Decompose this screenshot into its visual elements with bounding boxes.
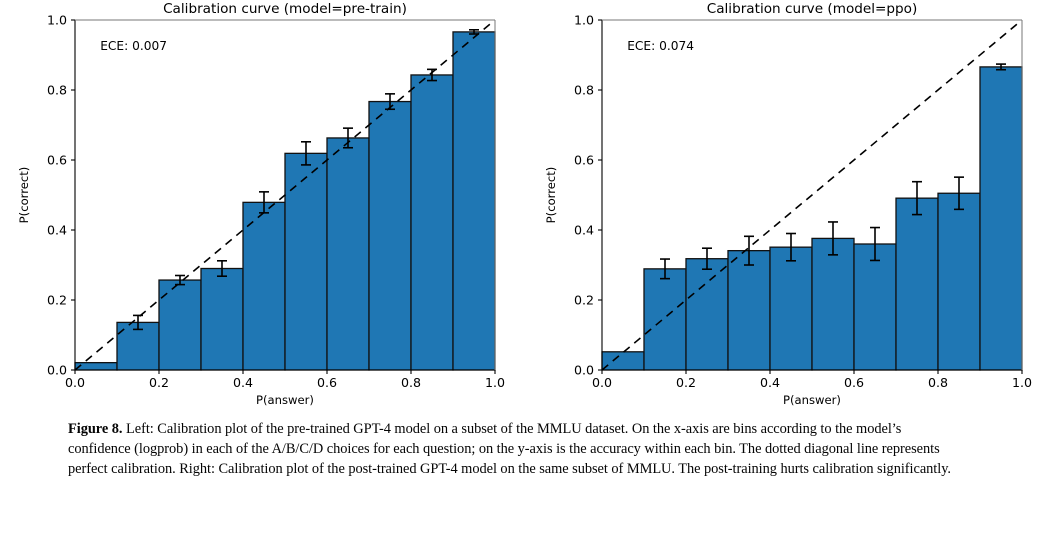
x-tick-label: 1.0 — [485, 375, 505, 390]
error-bar — [259, 191, 269, 214]
x-tick-label: 0.6 — [317, 375, 337, 390]
error-bar — [912, 180, 922, 216]
error-bar — [469, 28, 479, 35]
axes-spines — [74, 19, 496, 371]
y-tick-label: 0.2 — [574, 292, 594, 307]
y-axis-label: P(correct) — [544, 167, 558, 224]
y-tick-label: 0.0 — [47, 362, 67, 377]
bar — [242, 201, 286, 371]
y-tick-label: 0.4 — [47, 222, 67, 237]
calibration-chart-ppo: 0.0 0.2 0.4 0.6 0.8 1.0 0.0 0.2 0.4 0.6 0.8 1.0 P(an… — [544, 1, 1032, 407]
ece-text: ECE: 0.074 — [627, 39, 694, 53]
x-axis-ticks: 0.0 0.2 0.4 0.6 0.8 1.0 — [592, 370, 1032, 390]
bar — [727, 249, 771, 371]
error-bar — [133, 314, 143, 331]
x-tick-label: 0.8 — [401, 375, 421, 390]
axes-spines — [601, 19, 1023, 371]
figure-caption-text: Left: Calibration plot of the pre-traine… — [68, 421, 951, 478]
error-bar — [870, 226, 880, 262]
y-tick-label: 0.0 — [574, 362, 594, 377]
bar — [895, 197, 939, 371]
error-bars-group — [660, 63, 1006, 280]
y-tick-label: 0.4 — [574, 222, 594, 237]
error-bar — [385, 93, 395, 111]
bar — [74, 361, 118, 371]
figure-caption: Figure 8. Left: Calibration plot of the … — [68, 419, 954, 480]
bar — [937, 192, 981, 371]
ece-text: ECE: 0.007 — [100, 39, 167, 53]
bar — [368, 100, 412, 371]
chart-title: Calibration curve (model=pre-train) — [163, 1, 407, 17]
chart-panel-ppo: 0.0 0.2 0.4 0.6 0.8 1.0 0.0 0.2 0.4 0.6 0.8 1.0 P(an… — [527, 0, 1054, 410]
bar — [200, 267, 244, 371]
bar — [158, 279, 202, 371]
figure-plots-row: 0.0 0.2 0.4 0.6 0.8 1.0 0.0 0.2 0.4 0.6 0.8 1.0 P(an… — [0, 0, 1054, 410]
x-tick-label: 0.2 — [149, 375, 169, 390]
x-tick-label: 0.6 — [844, 375, 864, 390]
error-bar — [954, 176, 964, 211]
error-bar — [343, 127, 353, 149]
bar — [452, 31, 496, 371]
x-axis-label: P(answer) — [783, 393, 841, 407]
error-bar — [660, 258, 670, 280]
perfect-calibration-diagonal — [74, 19, 496, 371]
y-tick-label: 1.0 — [47, 12, 67, 27]
y-axis-ticks: 0.0 0.2 0.4 0.6 0.8 1.0 — [574, 12, 602, 377]
x-tick-label: 0.8 — [928, 375, 948, 390]
bar — [811, 237, 855, 371]
y-tick-label: 0.8 — [47, 82, 67, 97]
bar — [979, 66, 1023, 371]
perfect-calibration-diagonal — [601, 19, 1023, 371]
error-bar — [744, 235, 754, 266]
x-tick-label: 0.4 — [760, 375, 780, 390]
bar — [769, 246, 813, 371]
x-tick-label: 1.0 — [1012, 375, 1032, 390]
chart-title: Calibration curve (model=ppo) — [707, 1, 918, 17]
x-tick-label: 0.0 — [65, 375, 85, 390]
bars-group — [601, 66, 1023, 371]
error-bar — [828, 221, 838, 256]
bar — [853, 243, 897, 371]
x-tick-label: 0.4 — [233, 375, 253, 390]
y-axis-label: P(correct) — [17, 167, 31, 224]
calibration-chart-pre-train: 0.0 0.2 0.4 0.6 0.8 1.0 0.0 0.2 0.4 0.6 0.8 1.0 P(an… — [17, 1, 505, 407]
bar — [643, 268, 687, 371]
bar — [284, 152, 328, 371]
y-tick-label: 0.6 — [47, 152, 67, 167]
error-bar — [786, 232, 796, 262]
bar — [326, 137, 370, 371]
error-bar — [217, 259, 227, 278]
error-bar — [702, 247, 712, 271]
error-bar — [175, 274, 185, 286]
y-tick-label: 0.8 — [574, 82, 594, 97]
error-bar — [996, 63, 1006, 71]
bar — [685, 258, 729, 371]
figure-number: Figure 8. — [68, 421, 123, 437]
y-tick-label: 0.6 — [574, 152, 594, 167]
error-bars-group — [133, 28, 479, 331]
x-tick-label: 0.2 — [676, 375, 696, 390]
bar — [601, 351, 645, 371]
error-bar — [427, 68, 437, 82]
error-bar — [301, 141, 311, 166]
y-axis-ticks: 0.0 0.2 0.4 0.6 0.8 1.0 — [47, 12, 75, 377]
bar — [410, 74, 454, 371]
y-tick-label: 1.0 — [574, 12, 594, 27]
y-tick-label: 0.2 — [47, 292, 67, 307]
x-axis-label: P(answer) — [256, 393, 314, 407]
chart-panel-pre-train: 0.0 0.2 0.4 0.6 0.8 1.0 0.0 0.2 0.4 0.6 0.8 1.0 P(an… — [0, 0, 527, 410]
x-axis-ticks: 0.0 0.2 0.4 0.6 0.8 1.0 — [65, 370, 505, 390]
x-tick-label: 0.0 — [592, 375, 612, 390]
